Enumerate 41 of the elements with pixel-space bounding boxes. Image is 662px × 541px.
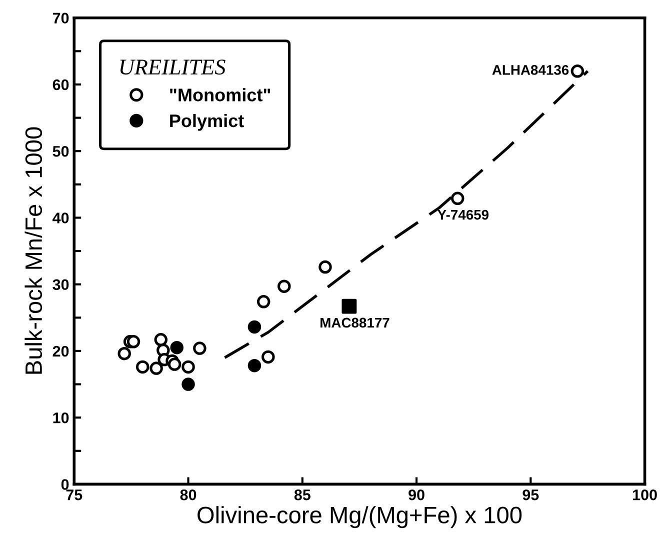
annotation: Y-74659 [438, 210, 489, 220]
point [118, 346, 131, 360]
annotation: MAC88177 [320, 318, 390, 328]
y-tick-label: 10 [53, 412, 69, 424]
x-tick-label: 85 [294, 489, 310, 500]
y-tick-label: 70 [52, 12, 69, 24]
point [450, 192, 464, 206]
point [342, 298, 357, 314]
x-axis-title: Olivine-core Mg/(Mg+Fe) x 100 [198, 506, 522, 528]
x-tick-label: 100 [633, 489, 657, 500]
point [248, 320, 262, 334]
point [193, 342, 206, 355]
point [126, 335, 140, 348]
y-tick-label: 60 [52, 79, 69, 90]
legend-title: UREILITES [120, 60, 226, 75]
x-tick-label: 90 [408, 489, 424, 500]
legend-label: "Monomict" [170, 88, 270, 102]
y-tick-label: 40 [52, 212, 69, 224]
y-tick-label: 30 [52, 279, 69, 290]
point [182, 360, 195, 374]
point [318, 260, 332, 274]
x-tick-label: 95 [522, 489, 539, 500]
annotation: ALHA84136 [492, 65, 569, 75]
y-tick-label: 0 [61, 479, 69, 490]
legend-label: Polymict [170, 114, 244, 131]
point [150, 362, 163, 375]
point [168, 358, 182, 371]
y-tick-label: 50 [52, 146, 69, 157]
y-axis-title: Bulk-rock Mn/Fe x 1000 [24, 127, 42, 374]
point [570, 64, 584, 78]
point [154, 333, 168, 346]
x-tick-label: 80 [180, 489, 196, 500]
point [136, 360, 150, 374]
point [278, 280, 291, 293]
point [262, 350, 275, 364]
point [256, 295, 270, 308]
point [248, 358, 262, 372]
point [182, 378, 195, 391]
y-tick-label: 20 [52, 346, 69, 357]
x-tick-label: 75 [66, 490, 82, 500]
point [170, 340, 184, 354]
